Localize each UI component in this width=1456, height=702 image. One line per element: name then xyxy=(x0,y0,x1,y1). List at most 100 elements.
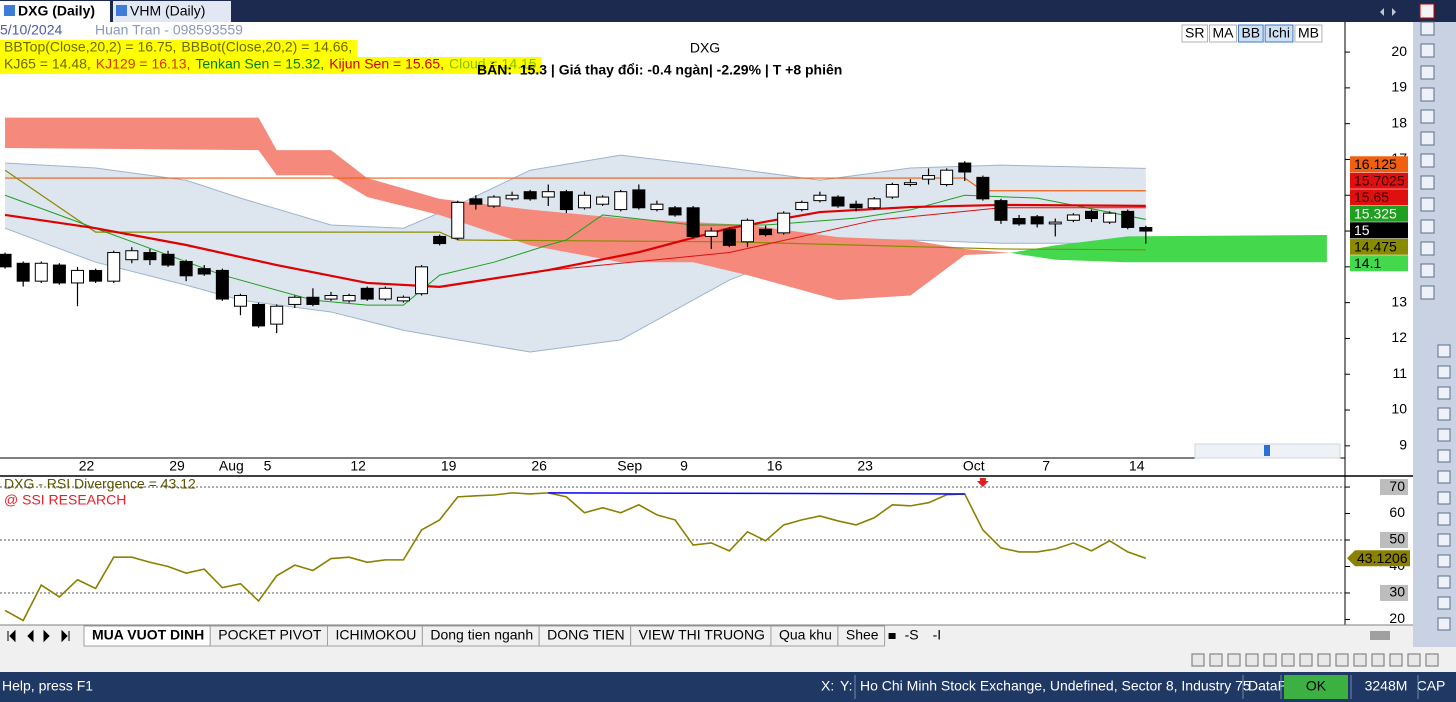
toolbar-icon[interactable] xyxy=(1191,653,1205,667)
sheet-nav-button[interactable] xyxy=(27,629,34,643)
sheet-tab-label[interactable]: POCKET PIVOT xyxy=(218,627,322,643)
x-tick-label: 29 xyxy=(169,458,185,474)
sheet-tab-label[interactable]: Qua khu xyxy=(779,627,832,643)
sheet-nav-button[interactable] xyxy=(7,629,16,643)
toolbar-icon[interactable] xyxy=(1420,263,1435,278)
toggle-button-label[interactable]: MA xyxy=(1212,25,1234,41)
sheet-tab-label[interactable]: MUA VUOT DINH xyxy=(92,627,204,643)
sheet-control[interactable]: -I xyxy=(933,627,942,643)
toolbar-icon[interactable] xyxy=(1353,653,1367,667)
toolbar-icon[interactable] xyxy=(1209,653,1223,667)
toolbar-icon[interactable] xyxy=(1420,131,1435,146)
toolbar-icon[interactable] xyxy=(1437,470,1451,484)
y-tick-label: 19 xyxy=(1391,79,1407,95)
toolbar-icon[interactable] xyxy=(1437,344,1451,358)
toolbar-icon[interactable] xyxy=(1420,153,1435,168)
toolbar-icon[interactable] xyxy=(1437,596,1451,610)
toolbar-icon[interactable] xyxy=(1437,617,1451,631)
toolbar-icon[interactable] xyxy=(1420,65,1435,80)
sheet-nav-button[interactable] xyxy=(43,629,50,643)
sheet-tab-label[interactable]: Dong tien nganh xyxy=(430,627,533,643)
candle-body xyxy=(795,201,809,211)
toolbar-icon[interactable] xyxy=(1407,653,1421,667)
lock-icon[interactable] xyxy=(888,633,896,639)
sheet-tab-label[interactable]: ICHIMOKOU xyxy=(335,627,416,643)
sheet-nav-button[interactable] xyxy=(61,629,70,643)
axis-column xyxy=(1345,22,1413,625)
toolbar-icon[interactable] xyxy=(1420,197,1435,212)
toolbar-icon[interactable] xyxy=(1335,653,1349,667)
x-tick-label: 14 xyxy=(1129,458,1145,474)
candle-body xyxy=(342,294,356,302)
zoom-thumb[interactable] xyxy=(1264,445,1270,456)
sheet-tab-label[interactable]: VIEW THI TRUONG xyxy=(639,627,765,643)
x-tick-label: 23 xyxy=(857,458,873,474)
price-marker-label: 15 xyxy=(1354,222,1370,238)
toggle-button-label[interactable]: MB xyxy=(1298,25,1319,41)
toolbar-icon[interactable] xyxy=(1425,653,1439,667)
inactive-tab[interactable] xyxy=(113,1,231,22)
band xyxy=(5,117,1011,301)
toolbar-icon[interactable] xyxy=(1420,109,1435,124)
toolbar-icon[interactable] xyxy=(1420,21,1435,36)
toolbar-icon[interactable] xyxy=(1420,175,1435,190)
toggle-button-label[interactable]: Ichi xyxy=(1268,25,1290,41)
active-tab[interactable] xyxy=(0,1,110,22)
toggle-button-label[interactable]: BB xyxy=(1241,25,1260,41)
price-marker-label: 15.7025 xyxy=(1354,172,1405,188)
toggle-button[interactable] xyxy=(1181,24,1208,43)
price-marker xyxy=(1350,205,1408,222)
tab-label[interactable]: DXG (Daily) xyxy=(18,3,95,19)
tab-label[interactable]: VHM (Daily) xyxy=(130,3,205,19)
toolbar-icon[interactable] xyxy=(1437,428,1451,442)
price-marker-label: 14.475 xyxy=(1354,238,1397,254)
toolbar-icon[interactable] xyxy=(1437,554,1451,568)
toolbar-icon[interactable] xyxy=(1227,653,1241,667)
sheet-tab-label[interactable]: DONG TIEN xyxy=(547,627,625,643)
candle-body xyxy=(1030,216,1044,225)
candle-body xyxy=(306,296,320,305)
toolbar-icon[interactable] xyxy=(1437,533,1451,547)
sheet-tab-label[interactable]: Shee xyxy=(846,627,879,643)
toolbar-icon[interactable] xyxy=(1437,365,1451,379)
toggle-button[interactable] xyxy=(1264,24,1294,43)
toolbar-icon[interactable] xyxy=(1281,653,1295,667)
toolbar-icon[interactable] xyxy=(1371,653,1385,667)
sheet-control[interactable]: -S xyxy=(905,627,919,643)
candle-body xyxy=(1012,218,1026,225)
candle-body xyxy=(125,250,139,261)
candle-body xyxy=(1121,210,1135,228)
candle-body xyxy=(378,287,392,300)
toggle-button[interactable] xyxy=(1208,24,1237,43)
toggle-button[interactable] xyxy=(1237,24,1264,43)
toolbar-icon[interactable] xyxy=(1437,449,1451,463)
toolbar-icon[interactable] xyxy=(1437,407,1451,421)
status-caps: CAP xyxy=(1417,678,1446,694)
toolbar-icon[interactable] xyxy=(1420,285,1435,300)
toolbar-icon[interactable] xyxy=(1420,87,1435,102)
toolbar-icon[interactable] xyxy=(1437,491,1451,505)
toolbar-icon[interactable] xyxy=(1420,219,1435,234)
toolbar-icon[interactable] xyxy=(1245,653,1259,667)
toolbar-icon[interactable] xyxy=(1299,653,1313,667)
candle-body xyxy=(433,235,447,245)
toolbar-icon[interactable] xyxy=(1437,512,1451,526)
toolbar-icon[interactable] xyxy=(1317,653,1331,667)
toolbar-icon[interactable] xyxy=(1437,575,1451,589)
candle-body xyxy=(559,191,573,211)
toggle-button[interactable] xyxy=(1294,24,1323,43)
toolbar-icon[interactable] xyxy=(1420,43,1435,58)
x-tick-label: 16 xyxy=(767,458,783,474)
toolbar-icon[interactable] xyxy=(1437,386,1451,400)
toggle-button-label[interactable]: SR xyxy=(1185,25,1204,41)
price-marker-label: 16.125 xyxy=(1354,156,1397,172)
sheet-tab[interactable] xyxy=(837,625,886,647)
toolbar-icon[interactable] xyxy=(1420,241,1435,256)
horizontal-scrollbar[interactable] xyxy=(1370,631,1390,640)
toolbar-icon[interactable] xyxy=(1389,653,1403,667)
toolbar-icon[interactable] xyxy=(1263,653,1277,667)
tab-scroll-arrows[interactable] xyxy=(1380,8,1396,16)
close-button[interactable] xyxy=(1419,3,1435,19)
signal-arrow xyxy=(976,478,989,487)
